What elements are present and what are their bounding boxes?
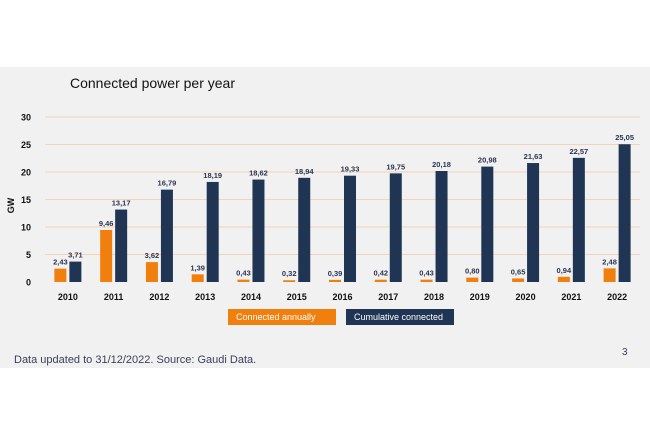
bar-cumulative-connected — [572, 157, 585, 282]
page-number: 3 — [622, 347, 628, 358]
x-tick-label: 2014 — [241, 292, 261, 302]
data-label: 0,43 — [419, 269, 434, 278]
bar-cumulative-connected — [389, 173, 402, 282]
y-tick-label: 25 — [21, 140, 31, 150]
y-axis-label: GW — [6, 197, 16, 213]
slide: Connected power per year 0 5 10 15 20 25 30 GW 2… — [0, 67, 650, 368]
bar-cumulative-connected — [618, 144, 631, 282]
data-label: 20,18 — [432, 160, 451, 169]
bar-cumulative-connected — [160, 189, 173, 282]
data-label: 0,94 — [557, 266, 572, 275]
data-label: 18,94 — [295, 167, 315, 176]
data-label: 0,43 — [236, 269, 251, 278]
legend-connected-annually: Connected annually — [228, 309, 336, 325]
y-tick-label: 20 — [21, 168, 31, 178]
y-tick-label: 0 — [26, 278, 31, 288]
footer-source: Data updated to 31/12/2022. Source: Gaud… — [14, 354, 257, 366]
data-label: 0,42 — [373, 269, 388, 278]
data-label: 9,46 — [99, 219, 114, 228]
data-label: 1,39 — [190, 263, 205, 272]
bar-connected-annually — [603, 268, 616, 282]
bar-cumulative-connected — [527, 163, 540, 282]
bar-connected-annually — [512, 278, 525, 282]
bar-cumulative-connected — [435, 171, 448, 282]
y-tick-label: 30 — [21, 113, 31, 123]
bar-cumulative-connected — [115, 209, 128, 282]
y-tick-label: 10 — [21, 223, 31, 233]
data-label: 18,19 — [203, 171, 222, 180]
data-label: 0,32 — [282, 269, 297, 278]
bar-connected-annually — [54, 268, 67, 282]
data-label: 22,57 — [569, 147, 588, 156]
bar-connected-annually — [191, 274, 204, 282]
bar-connected-annually — [420, 279, 433, 282]
data-label: 16,79 — [158, 179, 177, 188]
x-tick-label: 2020 — [516, 292, 536, 302]
bar-connected-annually — [100, 229, 113, 282]
x-tick-label: 2017 — [378, 292, 398, 302]
bar-cumulative-connected — [298, 177, 311, 282]
chart-title: Connected power per year — [70, 75, 235, 91]
bar-connected-annually — [557, 276, 570, 282]
data-label: 18,62 — [249, 169, 268, 178]
bar-cumulative-connected — [69, 261, 82, 282]
x-tick-label: 2021 — [561, 292, 581, 302]
data-label: 21,63 — [524, 152, 543, 161]
x-tick-label: 2011 — [104, 292, 124, 302]
bar-cumulative-connected — [206, 181, 219, 282]
bar-cumulative-connected — [481, 166, 494, 282]
bar-connected-annually — [145, 262, 158, 282]
y-tick-label: 15 — [21, 195, 31, 205]
data-label: 3,62 — [145, 251, 160, 260]
data-label: 3,71 — [68, 251, 83, 260]
bar-connected-annually — [374, 279, 387, 282]
y-tick-label: 5 — [26, 250, 31, 260]
data-label: 19,75 — [386, 162, 405, 171]
bar-cumulative-connected — [344, 175, 356, 282]
x-tick-label: 2016 — [332, 292, 352, 302]
bar-chart: 0 5 10 15 20 25 30 GW 2,433,71 2010 9,46 13,17 2011 3… — [6, 113, 640, 302]
data-label: 2,48 — [602, 257, 617, 266]
x-tick-label: 2013 — [195, 292, 215, 302]
legend-cumulative-connected: Cumulative connected — [346, 309, 454, 325]
x-tick-label: 2010 — [58, 292, 78, 302]
data-label: 25,05 — [615, 133, 634, 142]
data-label: 2,43 — [53, 258, 68, 267]
x-tick-label: 2015 — [287, 292, 307, 302]
data-label: 0,39 — [328, 269, 343, 278]
bar-cumulative-connected — [252, 179, 265, 282]
bar-connected-annually — [237, 279, 250, 282]
data-label: 20,98 — [478, 156, 497, 165]
data-label: 0,65 — [511, 267, 526, 276]
data-label: 19,33 — [341, 165, 360, 174]
x-tick-label: 2018 — [424, 292, 444, 302]
x-tick-label: 2022 — [607, 292, 627, 302]
data-label: 13,17 — [112, 199, 131, 208]
x-tick-label: 2019 — [470, 292, 490, 302]
bar-connected-annually — [466, 277, 479, 282]
x-tick-label: 2012 — [149, 292, 169, 302]
bar-connected-annually — [329, 279, 341, 282]
data-label: 0,80 — [465, 267, 480, 276]
bar-connected-annually — [283, 280, 296, 282]
